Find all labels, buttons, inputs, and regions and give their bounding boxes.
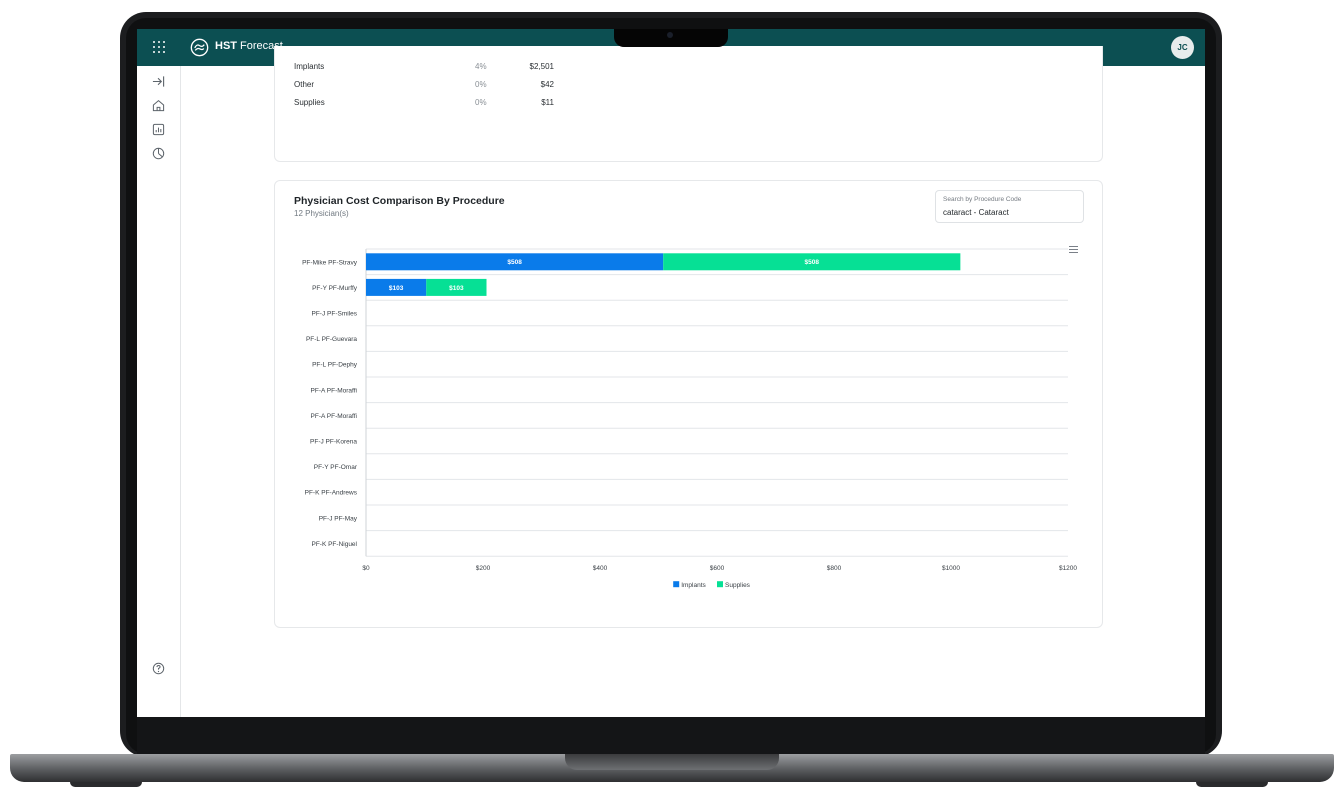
pie-chart-icon[interactable]	[152, 147, 165, 160]
y-tick-label: PF-L PF-Guevara	[306, 336, 357, 343]
screen: HST Forecast JC Implants 4%	[137, 29, 1205, 717]
camera-notch	[614, 29, 728, 47]
home-icon[interactable]	[152, 99, 165, 112]
legend-swatch-implants	[673, 581, 680, 588]
bar-implants	[366, 278, 427, 296]
cost-row: Implants 4% $2,501	[294, 62, 554, 74]
sidebar	[137, 66, 181, 717]
bar-supplies	[426, 278, 487, 296]
data-label: $508	[507, 259, 522, 266]
y-tick-label: PF-L PF-Dephy	[312, 362, 358, 369]
search-label: Search by Procedure Code	[943, 196, 1022, 203]
y-tick-label: PF-A PF-Moraffi	[311, 387, 357, 394]
bar-supplies	[663, 253, 961, 271]
physician-cost-card: Physician Cost Comparison By Procedure 1…	[274, 180, 1103, 628]
y-tick-label: PF-J PF-Korena	[310, 439, 357, 446]
legend-swatch-supplies	[717, 581, 723, 588]
user-avatar[interactable]: JC	[1171, 36, 1194, 59]
physician-cost-chart: PF-Mike PF-Stravy PF-Y PF-Murffy PF-J PF-S…	[302, 248, 1077, 589]
y-tick-label: PF-Y PF-Murffy	[312, 285, 358, 292]
y-tick-label: PF-K PF-Andrews	[305, 490, 358, 497]
y-tick-label: PF-Y PF-Omar	[314, 464, 358, 471]
cost-amount: $11	[541, 98, 554, 107]
data-label: $103	[449, 285, 464, 292]
y-tick-label: PF-A PF-Moraffi	[311, 413, 357, 420]
report-icon[interactable]	[152, 123, 165, 136]
procedure-search-box[interactable]: Search by Procedure Code	[935, 190, 1084, 223]
app-title[interactable]: HST Forecast	[215, 40, 283, 52]
cost-percent: 4%	[475, 62, 487, 71]
bezel-bottom	[137, 717, 1205, 754]
data-label: $508	[805, 259, 820, 266]
legend-label: Implants	[681, 582, 706, 589]
laptop-foot-right	[1196, 782, 1268, 787]
hst-logo-icon[interactable]	[190, 38, 209, 57]
procedure-search-input[interactable]	[943, 208, 1078, 217]
y-tick-label: PF-Mike PF-Stravy	[302, 259, 358, 266]
y-tick-label: PF-J PF-Smiles	[312, 311, 358, 318]
cost-amount: $2,501	[529, 62, 554, 71]
brand-bold: HST	[215, 40, 237, 52]
cost-amount: $42	[540, 80, 554, 89]
main-content: Implants 4% $2,501 Other 0% $42 Supplies…	[181, 46, 1205, 717]
x-tick-label: $400	[593, 565, 608, 572]
x-tick-label: $800	[827, 565, 842, 572]
x-tick-label: $1200	[1059, 565, 1077, 572]
cost-row: Other 0% $42	[294, 80, 554, 92]
collapse-sidebar-icon[interactable]	[152, 75, 165, 88]
cost-breakdown-card: Implants 4% $2,501 Other 0% $42 Supplies…	[274, 46, 1103, 162]
x-tick-label: $0	[362, 565, 370, 572]
laptop-groove	[565, 754, 779, 770]
cost-label: Implants	[294, 62, 325, 71]
card-subtitle: 12 Physician(s)	[294, 209, 349, 218]
y-tick-label: PF-J PF-May	[319, 515, 358, 522]
x-tick-label: $600	[710, 565, 725, 572]
chart-menu-icon[interactable]	[1069, 246, 1078, 253]
y-tick-label: PF-K PF-Niguel	[311, 541, 357, 548]
data-label: $103	[389, 285, 404, 292]
laptop-foot-left	[70, 782, 142, 787]
cost-row: Supplies 0% $11	[294, 98, 554, 110]
x-tick-label: $1000	[942, 565, 960, 572]
apps-grid-icon[interactable]	[153, 41, 165, 53]
cost-label: Other	[294, 80, 315, 89]
bar-implants	[366, 253, 664, 271]
legend-label: Supplies	[725, 582, 751, 589]
cost-label: Supplies	[294, 98, 325, 107]
x-tick-label: $200	[476, 565, 491, 572]
card-title: Physician Cost Comparison By Procedure	[294, 195, 505, 207]
help-icon[interactable]	[152, 662, 165, 675]
brand-rest: Forecast	[237, 40, 283, 52]
cost-percent: 0%	[475, 80, 487, 89]
cost-percent: 0%	[475, 98, 487, 107]
